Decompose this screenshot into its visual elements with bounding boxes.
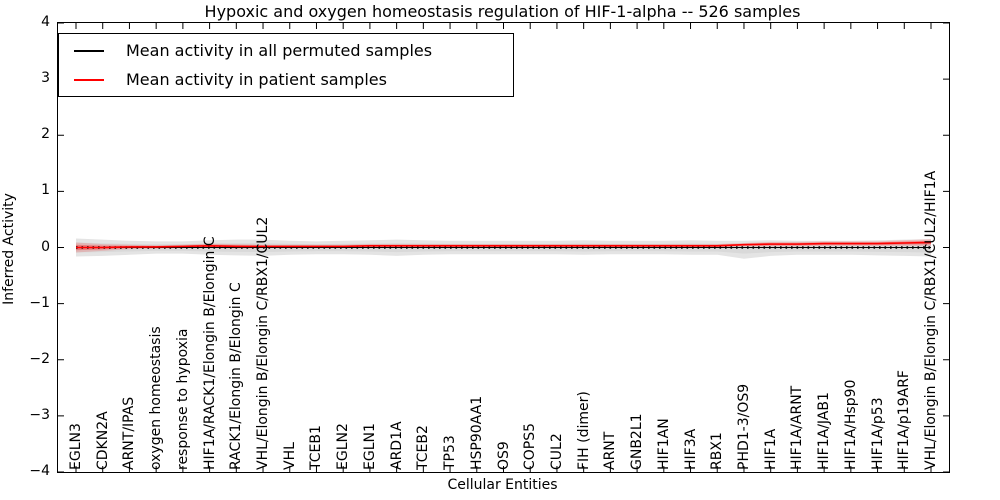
x-tick-label: HIF1A/p19ARF — [896, 370, 913, 470]
y-tick-label: 1 — [41, 182, 50, 199]
x-tick-label: TCEB2 — [415, 425, 432, 470]
x-tick-label: CDKN2A — [94, 411, 111, 470]
x-tick-label: FIH (dimer) — [575, 391, 592, 470]
axis-ticks — [58, 23, 949, 472]
chart-title: Hypoxic and oxygen homeostasis regulatio… — [204, 2, 801, 21]
x-tick-label: EGLN1 — [361, 423, 378, 470]
x-tick-label: response to hypoxia — [174, 328, 191, 470]
x-tick-label: COPS5 — [522, 422, 539, 470]
x-tick-label: ARNT/IPAS — [121, 396, 138, 470]
x-tick-label: oxygen homeostasis — [148, 326, 165, 470]
y-tick-label: −3 — [29, 406, 50, 423]
x-tick-label: VHL — [281, 442, 298, 470]
legend-item: Mean activity in patient samples — [59, 69, 513, 91]
x-tick-label: VHL/Elongin B/Elongin C/RBX1/CUL2 — [255, 216, 272, 470]
x-tick-label: OS9 — [495, 441, 512, 470]
x-tick-label: HIF1A/p53 — [869, 397, 886, 470]
x-tick-label: HIF1A/Hsp90 — [842, 379, 859, 470]
x-axis-label: Cellular Entities — [447, 477, 558, 493]
x-tick-label: HIF3A — [682, 428, 699, 470]
legend-item: Mean activity in all permuted samples — [59, 40, 513, 62]
x-tick-label: RACK1/Elongin B/Elongin C — [228, 282, 245, 470]
x-tick-label: HIF1A/RACK1/Elongin B/Elongin C — [201, 236, 218, 470]
x-tick-label: ARNT — [602, 431, 619, 470]
x-tick-label: HSP90AA1 — [468, 395, 485, 470]
legend-line-sample — [74, 78, 104, 81]
y-tick-label: −4 — [29, 463, 50, 479]
x-tick-label: TP53 — [442, 435, 459, 470]
y-tick-label: 4 — [41, 14, 50, 30]
legend-item-label: Mean activity in all permuted samples — [126, 41, 433, 60]
y-tick-label: 3 — [41, 70, 50, 87]
x-tick-label: HIF1AN — [655, 418, 672, 470]
x-tick-label: RBX1 — [709, 432, 726, 470]
y-tick-label: −2 — [29, 350, 50, 367]
x-tick-label: GNB2L1 — [629, 413, 646, 470]
chart-canvas — [58, 23, 949, 472]
patient-mean-line — [76, 241, 932, 249]
plot-area: EGLN3 CDKN2A ARNT/IPAS oxygen homeostasis re… — [57, 22, 950, 473]
legend-line-sample — [74, 49, 104, 52]
x-tick-label: HIF1A — [762, 428, 779, 470]
y-tick-label: 0 — [41, 238, 50, 255]
y-tick-label: 2 — [41, 126, 50, 143]
x-tick-label: TCEB1 — [308, 425, 325, 470]
legend-item-label: Mean activity in patient samples — [126, 70, 387, 89]
x-tick-label: CUL2 — [548, 433, 565, 470]
x-tick-label: HIF1A/JAB1 — [816, 392, 833, 470]
y-tick-label: −1 — [29, 294, 50, 311]
x-tick-label: VHL/Elongin B/Elongin C/RBX1/CUL2/HIF1A — [923, 170, 939, 470]
x-tick-label: EGLN2 — [335, 423, 352, 470]
x-tick-label: EGLN3 — [68, 423, 84, 470]
legend: Mean activity in all permuted samples Mea… — [58, 33, 514, 97]
x-tick-label: PHD1-3/OS9 — [735, 383, 752, 470]
x-tick-label: HIF1A/ARNT — [789, 385, 806, 470]
x-tick-label: ARD1A — [388, 421, 405, 470]
